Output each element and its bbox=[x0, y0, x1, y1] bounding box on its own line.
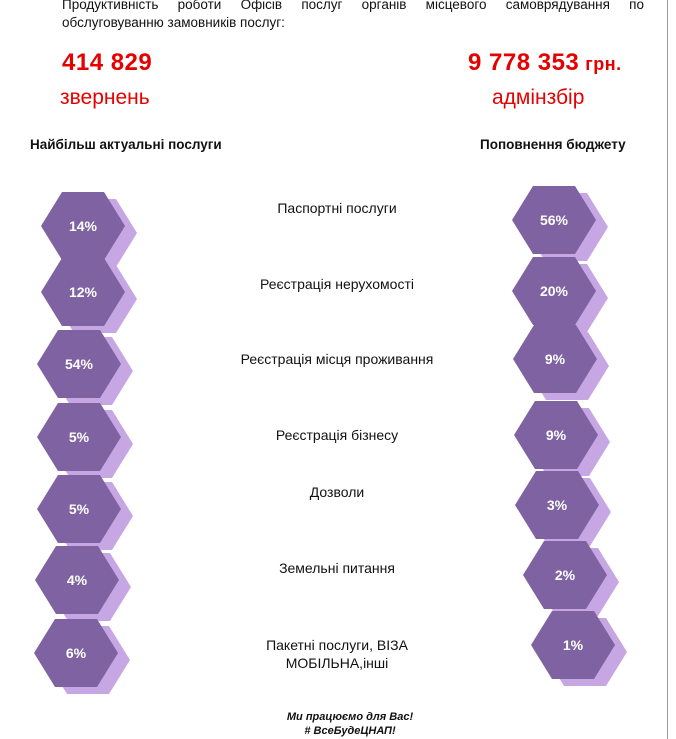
budget-amount: 9 778 353 грн. bbox=[468, 49, 622, 77]
intro-line-1: Продуктивність роботи Офісів послуг орга… bbox=[62, 0, 644, 12]
share-hexagon: 5% bbox=[37, 403, 135, 479]
budget-value: 9 778 353 bbox=[468, 49, 580, 76]
budget-value: 9% bbox=[514, 401, 598, 469]
share-hexagon: 6% bbox=[34, 619, 132, 695]
service-label: Земельні питання bbox=[279, 560, 395, 576]
budget-hexagon: 20% bbox=[512, 257, 610, 333]
share-value: 12% bbox=[41, 258, 125, 326]
share-hexagon: 5% bbox=[37, 475, 135, 551]
budget-value: 9% bbox=[513, 325, 597, 393]
left-column-heading: Найбільш актуальні послуги bbox=[30, 137, 222, 152]
budget-hexagon: 56% bbox=[512, 186, 610, 262]
service-label: Паспортні послуги bbox=[277, 200, 397, 216]
budget-hexagon: 9% bbox=[514, 401, 612, 477]
budget-label: адмінзбір bbox=[492, 86, 585, 109]
budget-hexagon: 2% bbox=[523, 541, 621, 617]
page-right-border bbox=[667, 0, 668, 739]
intro-line-2: обслуговуванню замовників послуг: bbox=[62, 15, 285, 30]
share-hexagon: 14% bbox=[41, 192, 139, 268]
budget-value: 20% bbox=[512, 257, 596, 325]
share-value: 5% bbox=[37, 403, 121, 471]
share-hexagon: 12% bbox=[41, 258, 139, 334]
service-label: Пакетні послуги, ВІЗА МОБІЛЬНА,інші bbox=[266, 637, 408, 671]
service-label: Реєстрація місця проживання bbox=[240, 351, 434, 367]
service-label: Дозволи bbox=[309, 484, 365, 500]
requests-count: 414 829 bbox=[62, 49, 153, 76]
footer-slogan: Ми працюємо для Вас! # ВсеБудеЦНАП! bbox=[250, 710, 450, 738]
footer-line-1: Ми працюємо для Вас! bbox=[286, 711, 414, 723]
budget-hexagon: 3% bbox=[515, 471, 613, 547]
service-label: Реєстрація нерухомості bbox=[260, 276, 414, 292]
budget-unit: грн. bbox=[585, 54, 622, 74]
share-hexagon: 4% bbox=[35, 546, 133, 622]
budget-hexagon: 1% bbox=[531, 611, 629, 687]
requests-label: звернень bbox=[60, 86, 150, 109]
share-hexagon: 54% bbox=[37, 330, 135, 406]
right-column-heading: Поповнення бюджету bbox=[480, 137, 626, 152]
budget-hexagon: 9% bbox=[513, 325, 611, 401]
intro-text: Продуктивність роботи Офісів послуг орга… bbox=[62, 0, 644, 32]
footer-hashtag: # ВсеБудеЦНАП! bbox=[304, 725, 396, 737]
share-value: 54% bbox=[37, 330, 121, 398]
service-label: Реєстрація бізнесу bbox=[275, 427, 399, 443]
